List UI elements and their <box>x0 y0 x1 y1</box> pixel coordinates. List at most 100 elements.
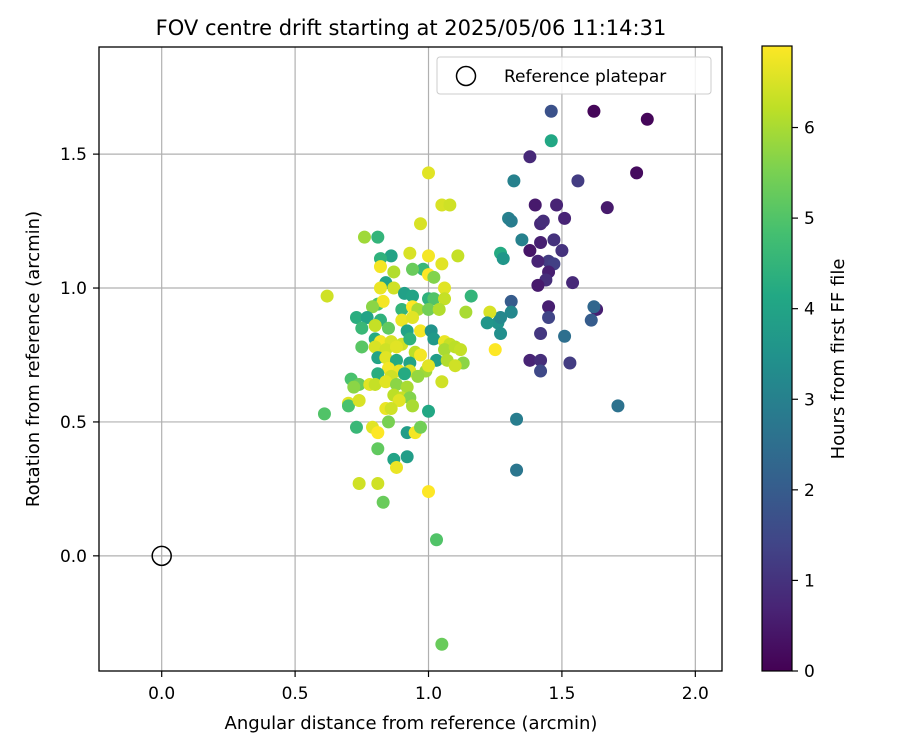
scatter-point <box>355 340 369 354</box>
scatter-point <box>422 485 436 499</box>
x-tick-label: 0.0 <box>148 684 175 704</box>
scatter-point <box>368 377 382 391</box>
scatter-point <box>427 292 441 306</box>
scatter-point <box>371 477 385 491</box>
scatter-point <box>504 214 518 228</box>
scatter-point <box>406 399 420 413</box>
scatter-point <box>373 281 387 295</box>
scatter-point <box>459 305 473 319</box>
scatter-point <box>438 343 452 357</box>
scatter-point <box>320 289 334 303</box>
scatter-point <box>600 201 614 215</box>
scatter-point <box>438 292 452 306</box>
scatter-point <box>563 356 577 370</box>
scatter-point <box>414 348 428 362</box>
scatter-point <box>395 302 409 316</box>
scatter-point <box>435 375 449 389</box>
scatter-point <box>357 230 371 244</box>
scatter-point <box>317 407 331 421</box>
scatter-point <box>400 450 414 464</box>
data-points <box>317 104 654 651</box>
scatter-point <box>379 375 393 389</box>
scatter-point <box>397 367 411 381</box>
scatter-point <box>395 313 409 327</box>
y-tick-label: 1.0 <box>60 279 87 299</box>
scatter-point <box>365 300 379 314</box>
scatter-point <box>523 150 537 164</box>
colorbar-tick-label: 5 <box>804 209 815 229</box>
scatter-point <box>507 174 521 188</box>
scatter-point <box>523 353 537 367</box>
scatter-point <box>387 281 401 295</box>
scatter-point <box>523 244 537 258</box>
scatter-point <box>432 302 446 316</box>
legend-box <box>436 56 712 95</box>
scatter-point <box>352 394 366 408</box>
x-tick-label: 1.5 <box>548 684 575 704</box>
scatter-point <box>542 310 556 324</box>
scatter-point <box>536 214 550 228</box>
scatter-point <box>630 166 644 180</box>
colorbar-tick-label: 0 <box>804 662 815 682</box>
chart-title: FOV centre drift starting at 2025/05/06 … <box>156 16 667 40</box>
scatter-point <box>496 252 510 266</box>
scatter-point <box>438 281 452 295</box>
scatter-point <box>349 420 363 434</box>
scatter-point <box>504 294 518 308</box>
colorbar-tick-label: 1 <box>804 571 815 591</box>
scatter-point <box>376 495 390 509</box>
x-tick-label: 1.0 <box>415 684 442 704</box>
scatter-point <box>403 246 417 260</box>
scatter-point <box>531 254 545 268</box>
y-tick-label: 0.0 <box>60 547 87 567</box>
scatter-point <box>414 324 428 338</box>
scatter-point <box>483 305 497 319</box>
scatter-point <box>384 402 398 416</box>
scatter-point <box>371 442 385 456</box>
scatter-point <box>406 262 420 276</box>
colorbar: 0 1 2 3 4 5 6 Hours from first FF file <box>761 45 849 682</box>
scatter-point <box>640 112 654 126</box>
scatter-point <box>587 300 601 314</box>
scatter-point <box>376 294 390 308</box>
scatter-point <box>381 415 395 429</box>
scatter-point <box>371 426 385 440</box>
x-axis-label: Angular distance from reference (arcmin) <box>225 713 598 734</box>
scatter-point <box>352 477 366 491</box>
scatter-point <box>392 394 406 408</box>
scatter-point <box>384 249 398 263</box>
scatter-point <box>387 265 401 279</box>
scatter-point <box>368 340 382 354</box>
colorbar-tick-label: 6 <box>804 119 815 139</box>
x-tick-label: 0.5 <box>282 684 309 704</box>
scatter-point <box>406 289 420 303</box>
scatter-point <box>389 460 403 474</box>
scatter-point <box>550 198 564 212</box>
scatter-point <box>534 353 548 367</box>
reference-platepar-marker <box>151 545 172 567</box>
colorbar-label: Hours from first FF file <box>828 259 849 460</box>
grid-lines <box>99 47 722 671</box>
scatter-point <box>403 332 417 346</box>
legend-label: Reference platepar <box>504 67 666 87</box>
scatter-point <box>422 166 436 180</box>
scatter-point <box>510 463 524 477</box>
scatter-point <box>544 104 558 118</box>
scatter-point <box>544 134 558 148</box>
scatter-point <box>430 533 444 547</box>
scatter-point <box>427 332 441 346</box>
scatter-point <box>368 319 382 333</box>
colorbar-tick-label: 2 <box>804 481 815 501</box>
scatter-point <box>534 364 548 378</box>
x-tick-label: 2.0 <box>682 684 709 704</box>
y-axis-ticks: 0.0 0.5 1.0 1.5 <box>60 145 99 567</box>
scatter-point <box>371 367 385 381</box>
y-tick-label: 1.5 <box>60 145 87 165</box>
scatter-point <box>566 276 580 290</box>
x-axis-ticks: 0.0 0.5 1.0 1.5 2.0 <box>148 671 709 704</box>
scatter-point <box>389 340 403 354</box>
scatter-point <box>443 198 457 212</box>
legend: Reference platepar <box>436 56 712 95</box>
scatter-point <box>341 399 355 413</box>
